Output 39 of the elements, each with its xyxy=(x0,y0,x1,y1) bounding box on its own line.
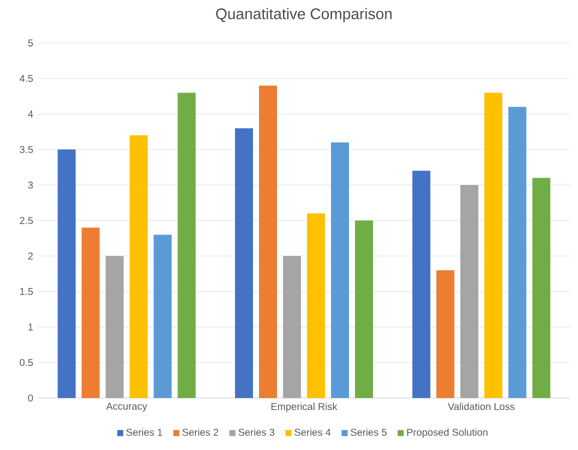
legend-label: Series 2 xyxy=(182,428,218,436)
bar xyxy=(436,270,454,398)
x-tick-label: Emperical Risk xyxy=(271,402,338,412)
legend-label: Series 5 xyxy=(350,428,387,436)
y-tick-label: 0 xyxy=(28,394,33,402)
bar xyxy=(259,86,277,398)
bar xyxy=(283,256,301,398)
bar xyxy=(130,135,148,398)
bar xyxy=(412,170,430,398)
chart-title: Quanatitative Comparison xyxy=(216,8,392,22)
bar xyxy=(82,228,100,398)
legend-label: Series 4 xyxy=(294,428,331,436)
bar xyxy=(178,92,196,398)
y-tick-label: 2.5 xyxy=(20,216,33,224)
y-tick-label: 3 xyxy=(28,181,33,189)
y-tick-label: 1.5 xyxy=(20,288,33,295)
y-tick-label: 2 xyxy=(28,252,33,260)
y-tick-label: 0.5 xyxy=(20,358,33,366)
x-tick-label: Accuracy xyxy=(106,402,148,412)
bar xyxy=(484,92,502,398)
bar xyxy=(106,256,124,398)
bar xyxy=(154,234,172,398)
y-tick-label: 1 xyxy=(28,324,33,330)
legend-label: Proposed Solution xyxy=(407,428,488,438)
bar xyxy=(235,128,253,398)
bar xyxy=(331,142,349,398)
bar xyxy=(58,150,76,398)
x-tick-label: Validation Loss xyxy=(448,402,514,410)
bar xyxy=(508,106,526,398)
bar xyxy=(532,178,550,398)
bar xyxy=(355,220,374,398)
bar xyxy=(307,213,325,398)
y-tick-label: 4.5 xyxy=(20,75,33,82)
y-tick-label: 4 xyxy=(28,110,33,118)
y-tick-label: 3.5 xyxy=(20,146,33,154)
y-tick-label: 5 xyxy=(28,40,33,46)
legend-label: Series 1 xyxy=(126,428,162,436)
bar xyxy=(460,185,478,398)
legend-label: Series 3 xyxy=(238,428,274,436)
